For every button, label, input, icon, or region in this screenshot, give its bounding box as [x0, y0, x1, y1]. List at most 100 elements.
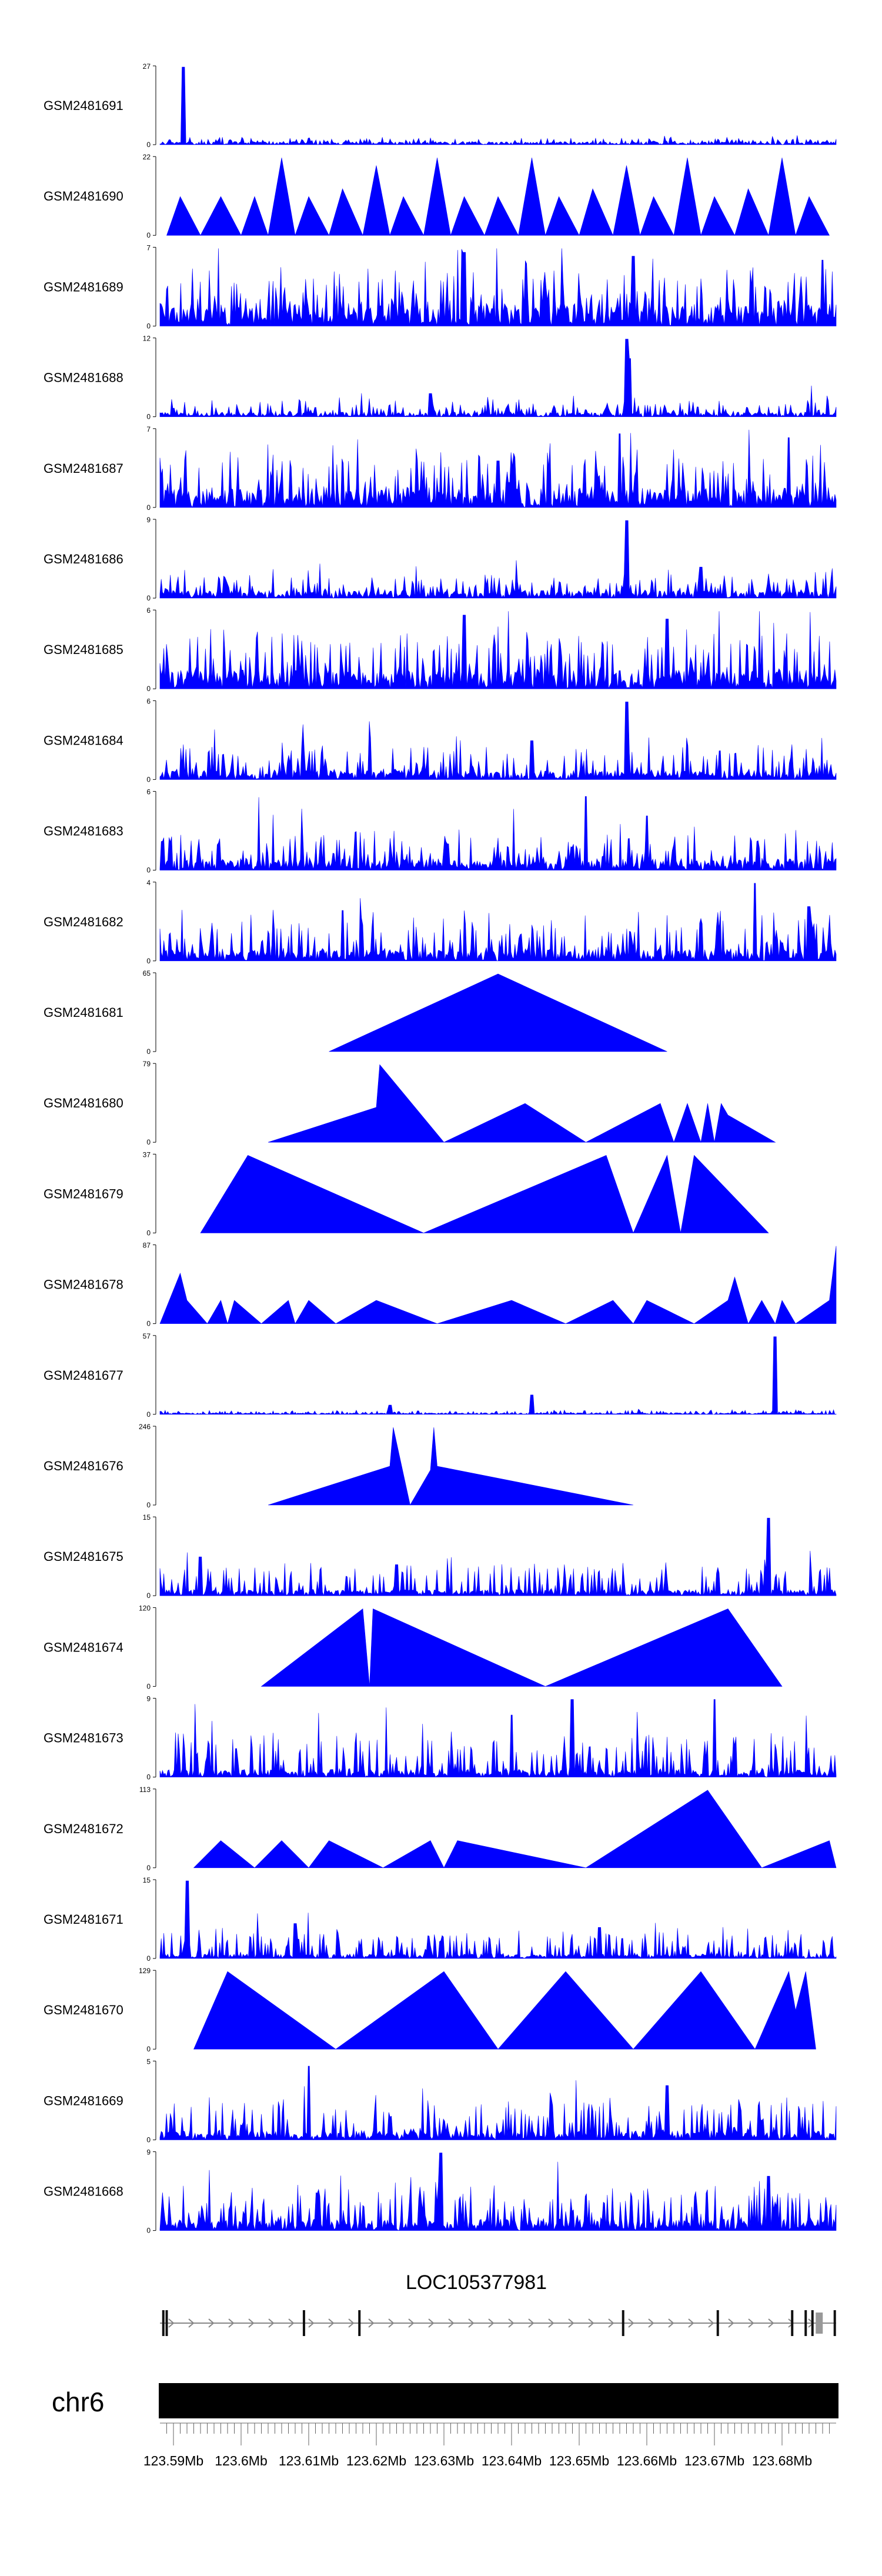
track-GSM2481683: GSM2481683 6 0 — [44, 788, 837, 875]
y-min-label: 0 — [146, 322, 151, 330]
strand-arrow — [708, 2318, 714, 2328]
strand-arrow — [328, 2318, 335, 2328]
y-min-label: 0 — [146, 1047, 151, 1056]
track-label: GSM2481688 — [44, 371, 123, 385]
gene-exon — [162, 2310, 165, 2336]
track-GSM2481682: GSM2481682 4 0 — [44, 879, 837, 965]
gene-exon — [833, 2310, 836, 2336]
gene-exon — [622, 2310, 624, 2336]
axis-tick-label: 123.65Mb — [549, 2453, 609, 2468]
y-max-label: 129 — [139, 1967, 151, 1975]
strand-arrow — [548, 2318, 554, 2328]
track-GSM2481668: GSM2481668 9 0 — [44, 2148, 837, 2235]
track-GSM2481669: GSM2481669 5 0 — [44, 2057, 837, 2144]
y-max-label: 120 — [139, 1604, 151, 1612]
y-max-label: 4 — [146, 879, 151, 887]
gene-exon — [811, 2310, 814, 2336]
y-min-label: 0 — [146, 775, 151, 783]
strand-arrow — [628, 2318, 634, 2328]
coverage-area-GSM2481682 — [159, 883, 837, 962]
coverage-area-GSM2481675 — [159, 1517, 837, 1597]
strand-arrow — [368, 2318, 375, 2328]
gene-exon — [358, 2310, 361, 2336]
track-GSM2481691: GSM2481691 27 0 — [44, 62, 837, 149]
axis-tick-label: 123.61Mb — [279, 2453, 339, 2468]
axis-tick-label: 123.59Mb — [143, 2453, 203, 2468]
y-min-label: 0 — [146, 1591, 151, 1600]
track-label: GSM2481675 — [44, 1549, 123, 1564]
y-max-label: 113 — [139, 1786, 151, 1794]
strand-arrow — [508, 2318, 514, 2328]
gene-exon-utr — [816, 2313, 823, 2334]
track-label: GSM2481680 — [44, 1096, 123, 1110]
strand-arrow — [748, 2318, 754, 2328]
coverage-area-GSM2481674 — [260, 1608, 783, 1687]
coverage-area-GSM2481676 — [268, 1427, 634, 1506]
track-GSM2481680: GSM2481680 79 0 — [44, 1060, 776, 1146]
y-max-label: 6 — [146, 606, 151, 615]
track-label: GSM2481672 — [44, 1821, 123, 1836]
track-GSM2481671: GSM2481671 15 0 — [44, 1876, 837, 1963]
y-max-label: 12 — [143, 335, 151, 343]
gene-exon — [804, 2310, 807, 2336]
track-GSM2481672: GSM2481672 113 0 — [44, 1786, 837, 1872]
track-label: GSM2481673 — [44, 1731, 123, 1746]
coverage-area-GSM2481671 — [159, 1880, 837, 1960]
y-min-label: 0 — [146, 503, 151, 512]
coverage-area-GSM2481673 — [159, 1699, 837, 1778]
track-label: GSM2481691 — [44, 98, 123, 113]
y-min-label: 0 — [146, 1410, 151, 1419]
coverage-area-GSM2481668 — [159, 2153, 837, 2231]
axis-tick-label: 123.63Mb — [414, 2453, 474, 2468]
track-label: GSM2481689 — [44, 279, 123, 294]
y-min-label: 0 — [146, 2135, 151, 2144]
strand-arrow — [188, 2318, 195, 2328]
gene-exon — [302, 2310, 305, 2336]
gene-exon — [716, 2310, 719, 2336]
y-min-label: 0 — [146, 594, 151, 602]
strand-arrow — [228, 2318, 235, 2328]
coverage-area-GSM2481690 — [166, 158, 830, 236]
y-min-label: 0 — [146, 413, 151, 421]
y-max-label: 15 — [143, 1876, 151, 1884]
y-min-label: 0 — [146, 1773, 151, 1781]
gene-name: LOC105377981 — [406, 2271, 547, 2294]
track-GSM2481674: GSM2481674 120 0 — [44, 1604, 783, 1690]
strand-arrow — [268, 2318, 275, 2328]
y-max-label: 7 — [146, 243, 151, 252]
axis-tick-label: 123.6Mb — [215, 2453, 268, 2468]
strand-arrow — [348, 2318, 355, 2328]
strand-arrow — [648, 2318, 654, 2328]
track-GSM2481685: GSM2481685 6 0 — [44, 606, 837, 693]
track-label: GSM2481683 — [44, 824, 123, 839]
strand-arrow — [688, 2318, 694, 2328]
y-min-label: 0 — [146, 1320, 151, 1328]
strand-arrow — [608, 2318, 614, 2328]
track-label: GSM2481687 — [44, 461, 123, 476]
track-GSM2481687: GSM2481687 7 0 — [44, 425, 837, 512]
track-label: GSM2481690 — [44, 189, 123, 203]
y-min-label: 0 — [146, 1954, 151, 1963]
track-label: GSM2481677 — [44, 1368, 123, 1383]
track-label: GSM2481678 — [44, 1277, 123, 1292]
coverage-area-GSM2481679 — [200, 1154, 769, 1234]
coverage-area-GSM2481687 — [159, 429, 837, 508]
strand-arrow — [588, 2318, 594, 2328]
y-max-label: 15 — [143, 1513, 151, 1521]
coverage-area-GSM2481691 — [159, 66, 837, 145]
chromosome-bar — [159, 2383, 838, 2418]
y-min-label: 0 — [146, 231, 151, 239]
strand-arrow — [308, 2318, 315, 2328]
coverage-area-GSM2481672 — [193, 1790, 837, 1868]
axis-tick-label: 123.64Mb — [482, 2453, 542, 2468]
coverage-area-GSM2481685 — [159, 611, 837, 689]
strand-arrow — [468, 2318, 475, 2328]
strand-arrow — [408, 2318, 415, 2328]
ideogram-track: chr6 — [52, 2383, 838, 2418]
y-max-label: 27 — [143, 62, 151, 71]
y-min-label: 0 — [146, 1682, 151, 1690]
track-label: GSM2481669 — [44, 2093, 123, 2108]
track-label: GSM2481682 — [44, 915, 123, 929]
y-min-label: 0 — [146, 957, 151, 965]
